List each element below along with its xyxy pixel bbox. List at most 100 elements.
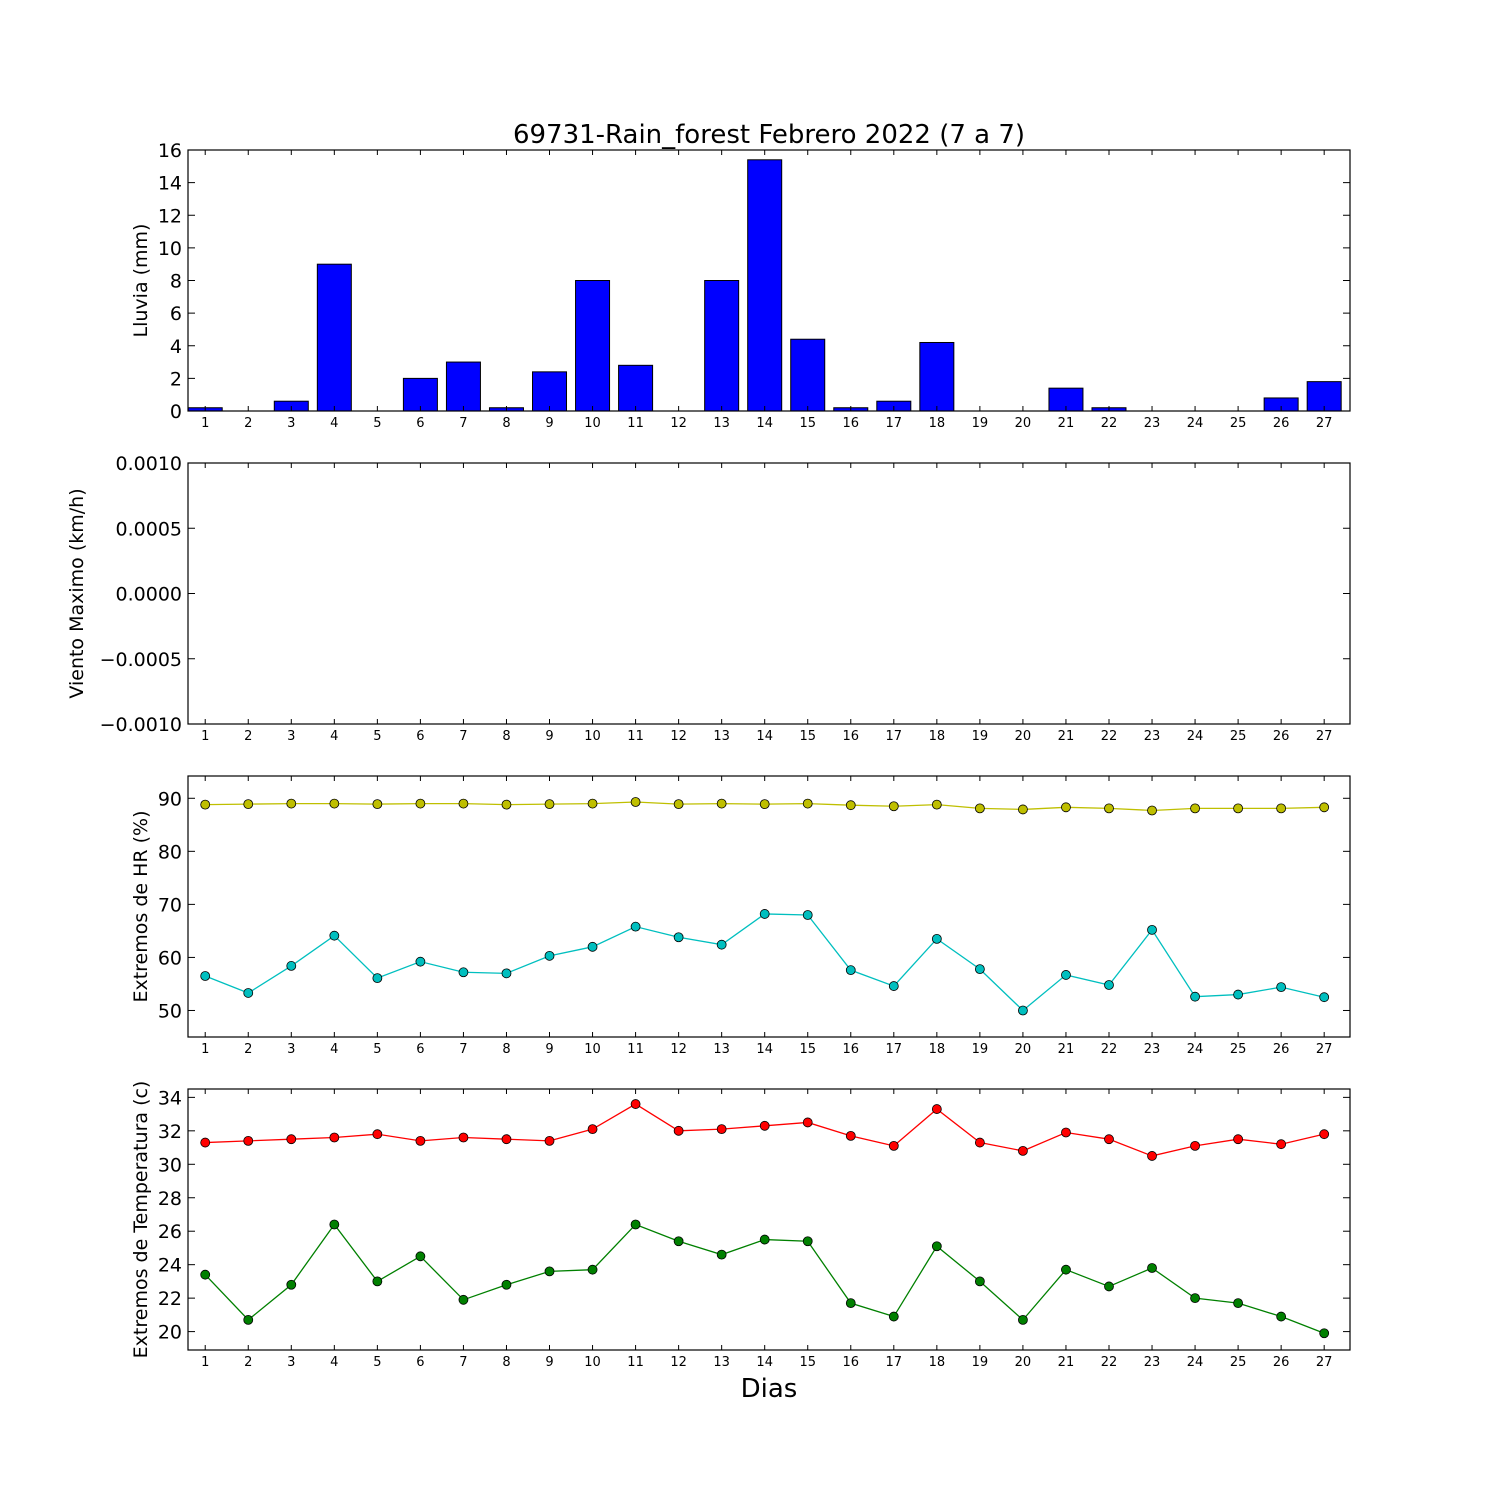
x-tick-label: 2 xyxy=(244,1355,252,1370)
data-point xyxy=(372,1276,383,1287)
bar xyxy=(532,371,568,412)
data-point xyxy=(1233,1134,1243,1145)
x-tick-label: 15 xyxy=(799,1042,816,1057)
x-tick-label: 4 xyxy=(330,1042,338,1057)
data-point xyxy=(501,1279,512,1290)
data-point xyxy=(1061,1264,1071,1275)
x-tick-label: 1 xyxy=(201,729,209,744)
chart-panel-4: 1 2 3 4 5 6 7 8 9 10 11 12 13 14 15 16 17 18 19 20 21 22 23 24 2… xyxy=(130,1081,1351,1370)
x-tick-label: 16 xyxy=(842,1042,859,1057)
data-point xyxy=(931,1241,942,1252)
data-point xyxy=(1190,1140,1200,1151)
data-point xyxy=(1147,924,1157,935)
y-tick-label: 80 xyxy=(158,841,182,863)
data-point xyxy=(1061,1127,1071,1138)
data-point xyxy=(1190,1293,1200,1304)
x-tick-label: 22 xyxy=(1101,1355,1118,1370)
x-tick-label: 21 xyxy=(1058,729,1075,744)
x-tick-label: 20 xyxy=(1015,1355,1032,1370)
x-tick-label: 8 xyxy=(502,1042,510,1057)
data-point xyxy=(458,798,469,809)
x-tick-label: 26 xyxy=(1273,729,1290,744)
data-point xyxy=(458,967,469,978)
x-tick-label: 25 xyxy=(1230,416,1247,431)
x-tick-label: 4 xyxy=(330,729,338,744)
x-tick-label: 9 xyxy=(545,1355,553,1370)
x-tick-label: 14 xyxy=(756,1355,773,1370)
figure-title: 69731-Rain_forest Febrero 2022 (7 a 7) xyxy=(513,120,1025,150)
x-tick-label: 19 xyxy=(972,729,989,744)
data-point xyxy=(544,799,555,810)
data-point xyxy=(1276,982,1287,993)
x-tick-label: 18 xyxy=(929,1355,946,1370)
chart-panel-3: 1 2 3 4 5 6 7 8 9 10 11 12 13 14 15 16 17 18 19 20 21 22 23 24 2… xyxy=(130,775,1351,1057)
x-tick-label: 6 xyxy=(416,1355,424,1370)
data-point xyxy=(931,933,942,944)
bar xyxy=(790,338,826,412)
x-tick-label: 9 xyxy=(545,1042,553,1057)
data-point xyxy=(759,909,770,919)
data-point xyxy=(673,1125,684,1136)
x-tick-label: 18 xyxy=(929,1042,946,1057)
data-point xyxy=(1276,803,1287,814)
x-tick-label: 5 xyxy=(373,1042,381,1057)
y-tick-label: 32 xyxy=(158,1121,182,1143)
data-point xyxy=(415,1135,426,1146)
x-tick-label: 23 xyxy=(1144,729,1161,744)
data-point xyxy=(1276,1311,1287,1322)
y-tick-label: 0.0000 xyxy=(116,584,182,606)
data-point xyxy=(888,1140,899,1151)
data-point xyxy=(1147,805,1157,816)
data-point xyxy=(845,800,856,811)
data-point xyxy=(501,968,512,979)
x-tick-label: 18 xyxy=(929,729,946,744)
x-tick-label: 20 xyxy=(1015,416,1032,431)
y-tick-label: 24 xyxy=(158,1255,182,1277)
y-tick-label: 16 xyxy=(158,140,182,162)
x-tick-label: 8 xyxy=(502,1355,510,1370)
data-point xyxy=(544,1266,555,1277)
data-point xyxy=(716,1249,727,1260)
data-point xyxy=(716,939,727,950)
y-tick-label: 28 xyxy=(158,1188,182,1210)
y-tick-label: 22 xyxy=(158,1288,182,1310)
y-tick-label: 26 xyxy=(158,1221,182,1243)
x-tick-label: 7 xyxy=(459,1042,467,1057)
data-point xyxy=(759,1120,770,1131)
data-point xyxy=(1147,1151,1157,1161)
data-point xyxy=(888,801,899,812)
x-tick-label: 26 xyxy=(1273,1042,1290,1057)
x-axis-label: Dias xyxy=(741,1374,798,1404)
x-tick-label: 20 xyxy=(1015,1042,1032,1057)
data-point xyxy=(200,1269,211,1280)
x-tick-label: 3 xyxy=(287,1355,295,1370)
x-tick-label: 14 xyxy=(756,416,773,431)
x-tick-label: 17 xyxy=(886,1355,903,1370)
data-point xyxy=(1061,970,1071,980)
x-tick-label: 15 xyxy=(799,416,816,431)
y-tick-label: 0.0010 xyxy=(116,453,182,475)
x-tick-label: 26 xyxy=(1273,416,1290,431)
data-point xyxy=(458,1294,469,1305)
x-tick-label: 4 xyxy=(330,1355,338,1370)
data-point xyxy=(200,1137,211,1148)
data-point xyxy=(1018,1146,1028,1156)
x-tick-label: 27 xyxy=(1316,1355,1333,1370)
x-tick-label: 8 xyxy=(502,729,510,744)
data-point xyxy=(673,932,684,943)
x-tick-label: 10 xyxy=(584,1355,601,1370)
data-point xyxy=(501,799,512,810)
x-tick-label: 5 xyxy=(373,416,381,431)
x-tick-label: 23 xyxy=(1144,1355,1161,1370)
x-tick-label: 17 xyxy=(886,729,903,744)
x-tick-label: 27 xyxy=(1316,416,1333,431)
plot-frame xyxy=(187,1088,1351,1351)
x-tick-label: 22 xyxy=(1101,729,1118,744)
data-point xyxy=(1104,980,1114,990)
x-tick-label: 20 xyxy=(1015,729,1032,744)
bar xyxy=(402,377,438,412)
data-point xyxy=(1061,802,1071,813)
x-tick-label: 4 xyxy=(330,416,338,431)
bar xyxy=(704,280,740,412)
data-point xyxy=(200,799,211,810)
